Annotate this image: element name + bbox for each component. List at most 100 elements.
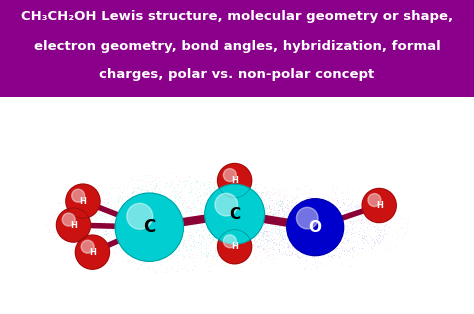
Point [260,231,268,236]
Point [236,245,244,250]
Point [382,214,390,219]
Point [174,192,182,197]
Point [263,192,270,197]
Point [300,239,307,244]
Point [121,247,129,252]
Point [234,236,241,241]
Point [145,211,153,216]
Point [188,231,196,236]
Point [255,243,262,248]
Point [309,231,316,236]
Point [298,214,305,219]
Point [180,264,188,269]
Point [243,239,250,244]
Point [191,270,198,275]
Point [292,202,300,207]
Point [304,232,311,237]
Point [262,207,269,212]
Point [142,250,149,255]
Point [239,188,247,193]
Point [246,240,253,245]
Point [213,190,221,195]
Point [334,250,341,255]
Point [143,187,150,192]
Point [184,204,191,209]
Point [281,195,288,200]
Point [379,214,387,219]
Point [135,195,143,200]
Point [150,241,157,246]
Point [241,232,248,237]
Point [148,238,155,243]
Point [346,202,354,207]
Point [230,217,237,222]
Point [296,203,304,208]
Point [344,237,351,242]
Point [182,182,189,187]
Point [362,203,370,208]
Point [222,218,229,223]
Point [276,217,284,222]
Point [305,219,313,224]
Point [379,232,387,237]
Point [243,214,250,219]
Point [69,219,77,224]
Point [208,180,215,185]
Point [97,244,104,249]
Point [231,218,239,223]
Point [190,226,197,231]
Point [182,229,190,234]
Point [208,184,216,189]
Point [173,190,181,195]
Point [259,213,267,218]
Point [127,223,134,228]
Point [237,240,245,245]
Point [172,241,179,246]
Point [339,200,347,205]
Point [174,196,182,201]
Point [296,208,303,213]
Point [360,209,367,214]
Point [172,241,180,246]
Point [203,187,210,192]
Point [308,198,316,203]
Point [144,246,151,251]
Point [186,205,193,210]
Point [88,199,96,204]
Point [239,212,247,217]
Point [282,203,290,208]
Point [227,228,234,233]
Point [207,236,214,241]
Point [209,190,217,195]
Point [131,215,138,220]
Point [215,190,223,195]
Point [356,204,363,209]
Point [237,196,245,201]
Point [314,252,321,257]
Point [239,214,246,219]
Point [273,226,281,231]
Point [113,199,120,204]
Point [125,211,133,216]
Point [265,193,273,198]
Point [101,189,109,194]
Point [91,218,99,223]
Point [143,241,150,246]
Point [238,184,246,189]
Point [207,188,214,193]
Point [103,201,111,206]
Point [158,179,166,184]
Point [201,230,209,236]
Point [107,260,115,265]
Point [205,184,212,189]
Point [201,191,209,196]
Point [303,253,310,258]
Point [212,176,219,181]
Point [160,252,167,257]
Point [170,198,178,203]
Point [193,227,201,232]
Point [163,219,170,224]
Point [164,227,171,232]
Point [252,194,259,199]
Point [136,210,143,215]
